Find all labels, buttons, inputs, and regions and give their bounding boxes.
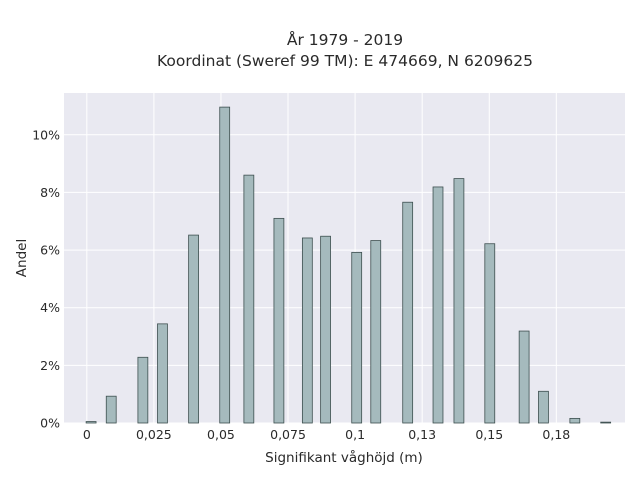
x-tick-label: 0,18 (542, 427, 570, 442)
histogram-bar (273, 217, 285, 424)
x-tick-label: 0 (83, 427, 91, 442)
y-tick-label: 0% (40, 416, 60, 431)
histogram-bar (157, 323, 168, 424)
y-axis-ticks: 0% 2% 4% 6% 8% 10% (32, 127, 60, 430)
y-tick-label: 4% (40, 300, 60, 315)
histogram-bar (301, 237, 313, 424)
x-axis-ticks: 0 0,025 0,05 0,075 0,1 0,13 0,15 0,18 (83, 427, 570, 442)
histogram-bar (518, 330, 530, 424)
chart-title-line-2: Koordinat (Sweref 99 TM): E 474669, N 62… (157, 52, 533, 70)
bars (85, 106, 612, 424)
histogram-bar (85, 421, 97, 424)
y-tick-label: 6% (40, 243, 60, 258)
histogram-bar (569, 417, 581, 424)
histogram-bar (188, 234, 199, 424)
y-tick-label: 10% (32, 127, 60, 142)
histogram-bar (432, 186, 444, 424)
x-tick-label: 0,075 (270, 427, 306, 442)
y-axis-label: Andel (14, 239, 30, 277)
x-tick-label: 0,13 (408, 427, 436, 442)
y-tick-label: 8% (40, 185, 60, 200)
histogram-bar (137, 356, 149, 424)
histogram-bar (484, 243, 496, 424)
histogram-bar (538, 390, 549, 424)
histogram-bar (219, 106, 231, 424)
histogram-bar (402, 201, 414, 424)
histogram-bar (320, 235, 331, 424)
x-tick-label: 0,025 (136, 427, 172, 442)
x-tick-label: 0,1 (345, 427, 365, 442)
histogram-bar (351, 251, 363, 424)
x-tick-label: 0,15 (475, 427, 503, 442)
x-axis-label: Signifikant våghöjd (m) (265, 449, 423, 466)
histogram-bar (370, 240, 382, 424)
y-tick-label: 2% (40, 358, 60, 373)
histogram-bar (105, 395, 117, 424)
histogram-bar (243, 174, 255, 424)
histogram-bar (600, 421, 612, 424)
chart-title-line-1: År 1979 - 2019 (287, 30, 403, 49)
histogram-bar (453, 178, 465, 424)
x-tick-label: 0,05 (207, 427, 235, 442)
